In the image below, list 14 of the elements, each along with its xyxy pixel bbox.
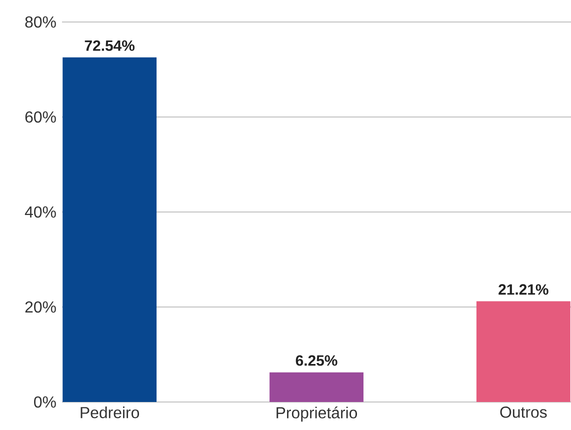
y-tick-label: 60% <box>25 111 56 123</box>
x-tick-label: Pedreiro <box>80 406 140 418</box>
y-tick-label: 80% <box>25 16 56 28</box>
bar <box>270 372 364 402</box>
y-tick-label: 40% <box>24 206 56 218</box>
y-tick-label: 20% <box>25 301 56 313</box>
y-tick-label: 0% <box>34 396 56 408</box>
x-tick-label: Outros <box>500 406 547 418</box>
data-label: 21.21% <box>498 284 548 295</box>
bar <box>62 57 157 402</box>
bar <box>476 301 570 402</box>
x-tick-label: Proprietário <box>276 406 358 422</box>
data-label: 6.25% <box>296 355 338 366</box>
data-label: 72.54% <box>84 40 135 51</box>
